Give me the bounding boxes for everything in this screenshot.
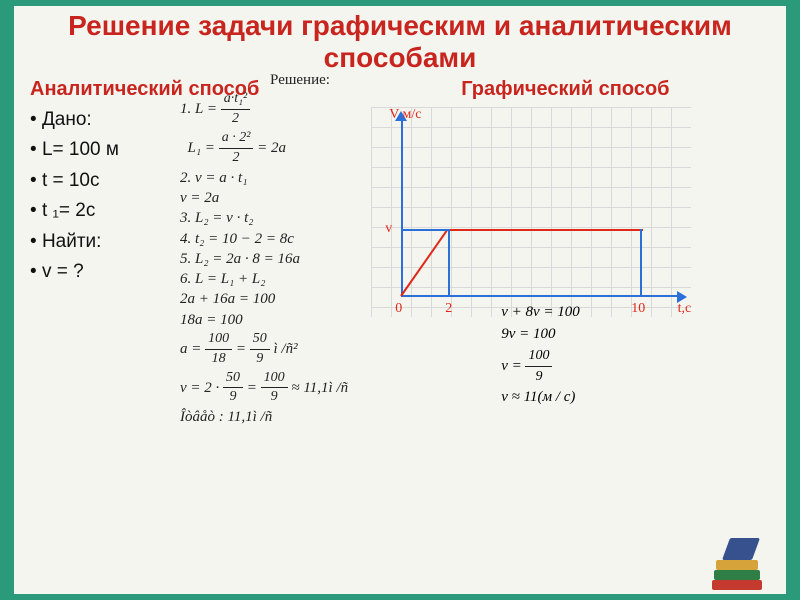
gc2: 9ν = 100 bbox=[501, 324, 580, 346]
eq10: ν = 2 · 509 = 1009 ≈ 11,1ì /ñ bbox=[180, 369, 420, 408]
marker-line-v bbox=[401, 229, 449, 231]
analytical-column: Аналитический способ Дано: L= 100 м t = … bbox=[30, 78, 351, 317]
graphical-column: Графический способ V м/с v 0 2 10 t,с ν … bbox=[361, 78, 770, 317]
y-axis bbox=[401, 117, 403, 297]
books-icon bbox=[704, 536, 774, 590]
velocity-chart: V м/с v 0 2 10 t,с bbox=[371, 107, 691, 317]
gc3: ν = 1009 bbox=[501, 346, 580, 388]
graphical-calc: ν + 8ν = 100 9ν = 100 ν = 1009 ν ≈ 11(м … bbox=[501, 302, 580, 409]
chart-grid bbox=[371, 107, 691, 317]
marker-line-t10 bbox=[640, 229, 642, 297]
v-tick-label: v bbox=[385, 221, 392, 237]
gc4: ν ≈ 11(м / c) bbox=[501, 387, 580, 409]
eq9: a = 10018 = 509 ì /ñ² bbox=[180, 330, 420, 369]
x-tick-2: 2 bbox=[445, 301, 452, 317]
x-axis-label: t,с bbox=[678, 301, 692, 317]
content-columns: Аналитический способ Дано: L= 100 м t = … bbox=[0, 78, 800, 317]
y-axis-label: V м/с bbox=[389, 107, 421, 123]
x-tick-10: 10 bbox=[631, 301, 645, 317]
x-axis bbox=[401, 295, 681, 297]
origin-label: 0 bbox=[395, 301, 402, 317]
eq-answer: Îòâåò : 11,1ì /ñ bbox=[180, 407, 420, 427]
gc1: ν + 8ν = 100 bbox=[501, 302, 580, 324]
chart-segment-const bbox=[448, 229, 643, 231]
graphical-heading: Графический способ bbox=[461, 78, 770, 101]
marker-line-t2 bbox=[448, 229, 450, 297]
